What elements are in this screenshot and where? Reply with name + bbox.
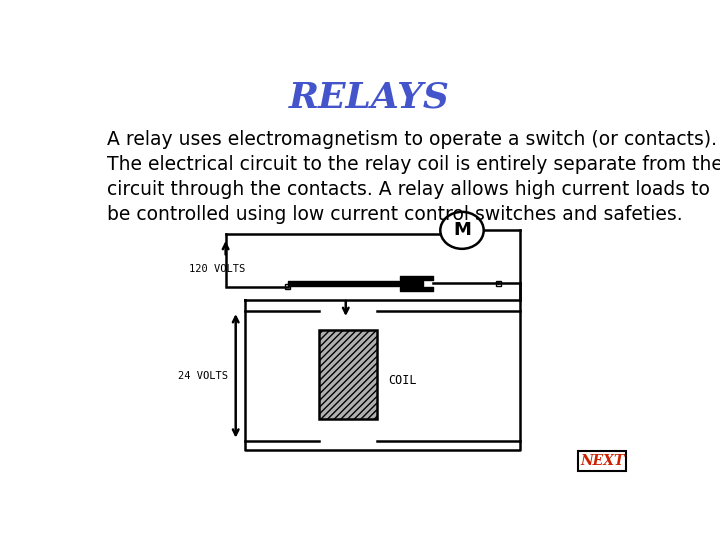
Text: COIL: COIL — [388, 374, 417, 387]
Text: 120 VOLTS: 120 VOLTS — [189, 264, 246, 274]
Bar — [285, 284, 290, 289]
Text: 24 VOLTS: 24 VOLTS — [178, 371, 228, 381]
Bar — [319, 330, 377, 419]
Ellipse shape — [441, 212, 484, 249]
Bar — [578, 451, 626, 471]
Text: NEXT: NEXT — [580, 454, 624, 468]
Text: M: M — [453, 221, 471, 239]
Text: RELAYS: RELAYS — [289, 80, 449, 114]
Text: A relay uses electromagnetism to operate a switch (or contacts).
The electrical : A relay uses electromagnetism to operate… — [107, 130, 720, 224]
Bar — [496, 281, 500, 286]
